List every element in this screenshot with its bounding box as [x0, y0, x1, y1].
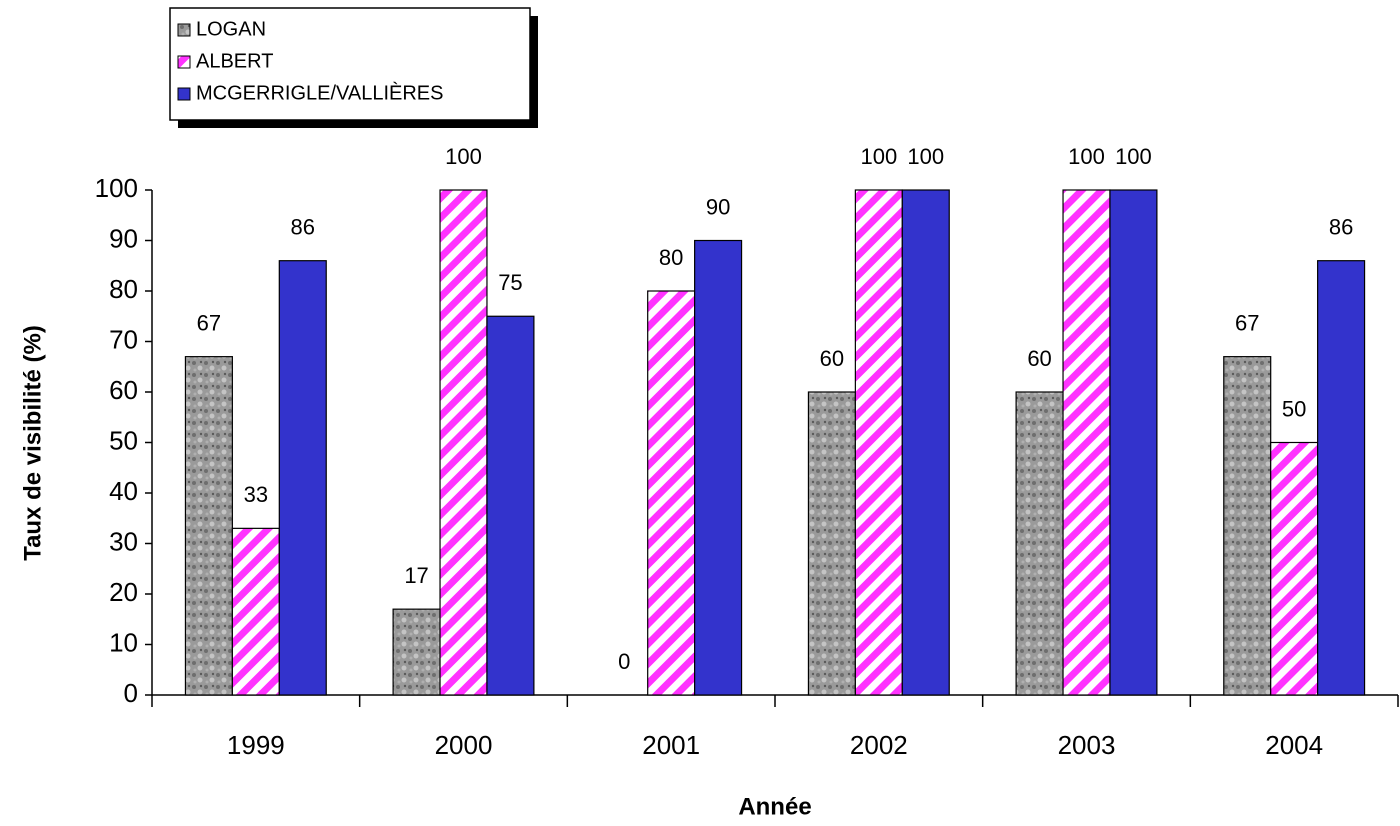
y-tick-label: 20 — [109, 577, 138, 607]
bar — [486, 315, 535, 696]
value-label: 75 — [498, 270, 522, 295]
x-tick-label: 2004 — [1265, 730, 1323, 760]
bar — [901, 189, 950, 696]
x-tick-label: 2001 — [642, 730, 700, 760]
y-tick-label: 90 — [109, 223, 138, 253]
value-label: 100 — [907, 144, 944, 169]
value-label: 67 — [1235, 310, 1259, 335]
x-tick-label: 2000 — [435, 730, 493, 760]
y-tick-label: 100 — [95, 173, 138, 203]
bar — [184, 356, 233, 696]
value-label: 100 — [1068, 144, 1105, 169]
x-tick-label: 2002 — [850, 730, 908, 760]
legend-label: LOGAN — [196, 18, 266, 40]
value-label: 33 — [244, 482, 268, 507]
value-label: 86 — [291, 215, 315, 240]
x-axis-title: Année — [738, 793, 811, 820]
y-tick-label: 80 — [109, 274, 138, 304]
value-label: 86 — [1329, 215, 1353, 240]
legend-swatch — [177, 23, 191, 37]
value-label: 60 — [1027, 346, 1051, 371]
bar — [647, 290, 696, 696]
legend — [169, 7, 531, 121]
bar — [1062, 189, 1111, 696]
y-tick-label: 10 — [109, 627, 138, 657]
bar — [1223, 356, 1272, 696]
x-tick-label: 2003 — [1058, 730, 1116, 760]
bar — [694, 239, 743, 696]
bar — [439, 189, 488, 696]
bar — [1270, 441, 1319, 696]
bar — [1109, 189, 1158, 696]
bar — [278, 260, 327, 696]
bar — [231, 527, 280, 696]
value-label: 100 — [860, 144, 897, 169]
value-label: 17 — [404, 563, 428, 588]
bar — [1015, 391, 1064, 696]
y-tick-label: 70 — [109, 324, 138, 354]
value-label: 67 — [197, 310, 221, 335]
legend-swatch — [177, 87, 191, 101]
bar — [807, 391, 856, 696]
value-label: 50 — [1282, 396, 1306, 421]
x-tick-label: 1999 — [227, 730, 285, 760]
value-label: 100 — [445, 144, 482, 169]
y-tick-label: 40 — [109, 476, 138, 506]
y-tick-label: 30 — [109, 526, 138, 556]
y-axis-title: Taux de visibilité (%) — [19, 325, 46, 561]
y-tick-label: 50 — [109, 425, 138, 455]
bar — [854, 189, 903, 696]
value-label: 0 — [618, 649, 630, 674]
bar — [392, 608, 441, 696]
value-label: 60 — [820, 346, 844, 371]
legend-label: ALBERT — [196, 50, 273, 72]
legend-swatch — [177, 55, 191, 69]
y-tick-label: 0 — [124, 678, 138, 708]
value-label: 100 — [1115, 144, 1152, 169]
value-label: 80 — [659, 245, 683, 270]
bar — [1317, 260, 1366, 696]
value-label: 90 — [706, 194, 730, 219]
y-tick-label: 60 — [109, 375, 138, 405]
legend-label: MCGERRIGLE/VALLIÈRES — [196, 81, 443, 104]
